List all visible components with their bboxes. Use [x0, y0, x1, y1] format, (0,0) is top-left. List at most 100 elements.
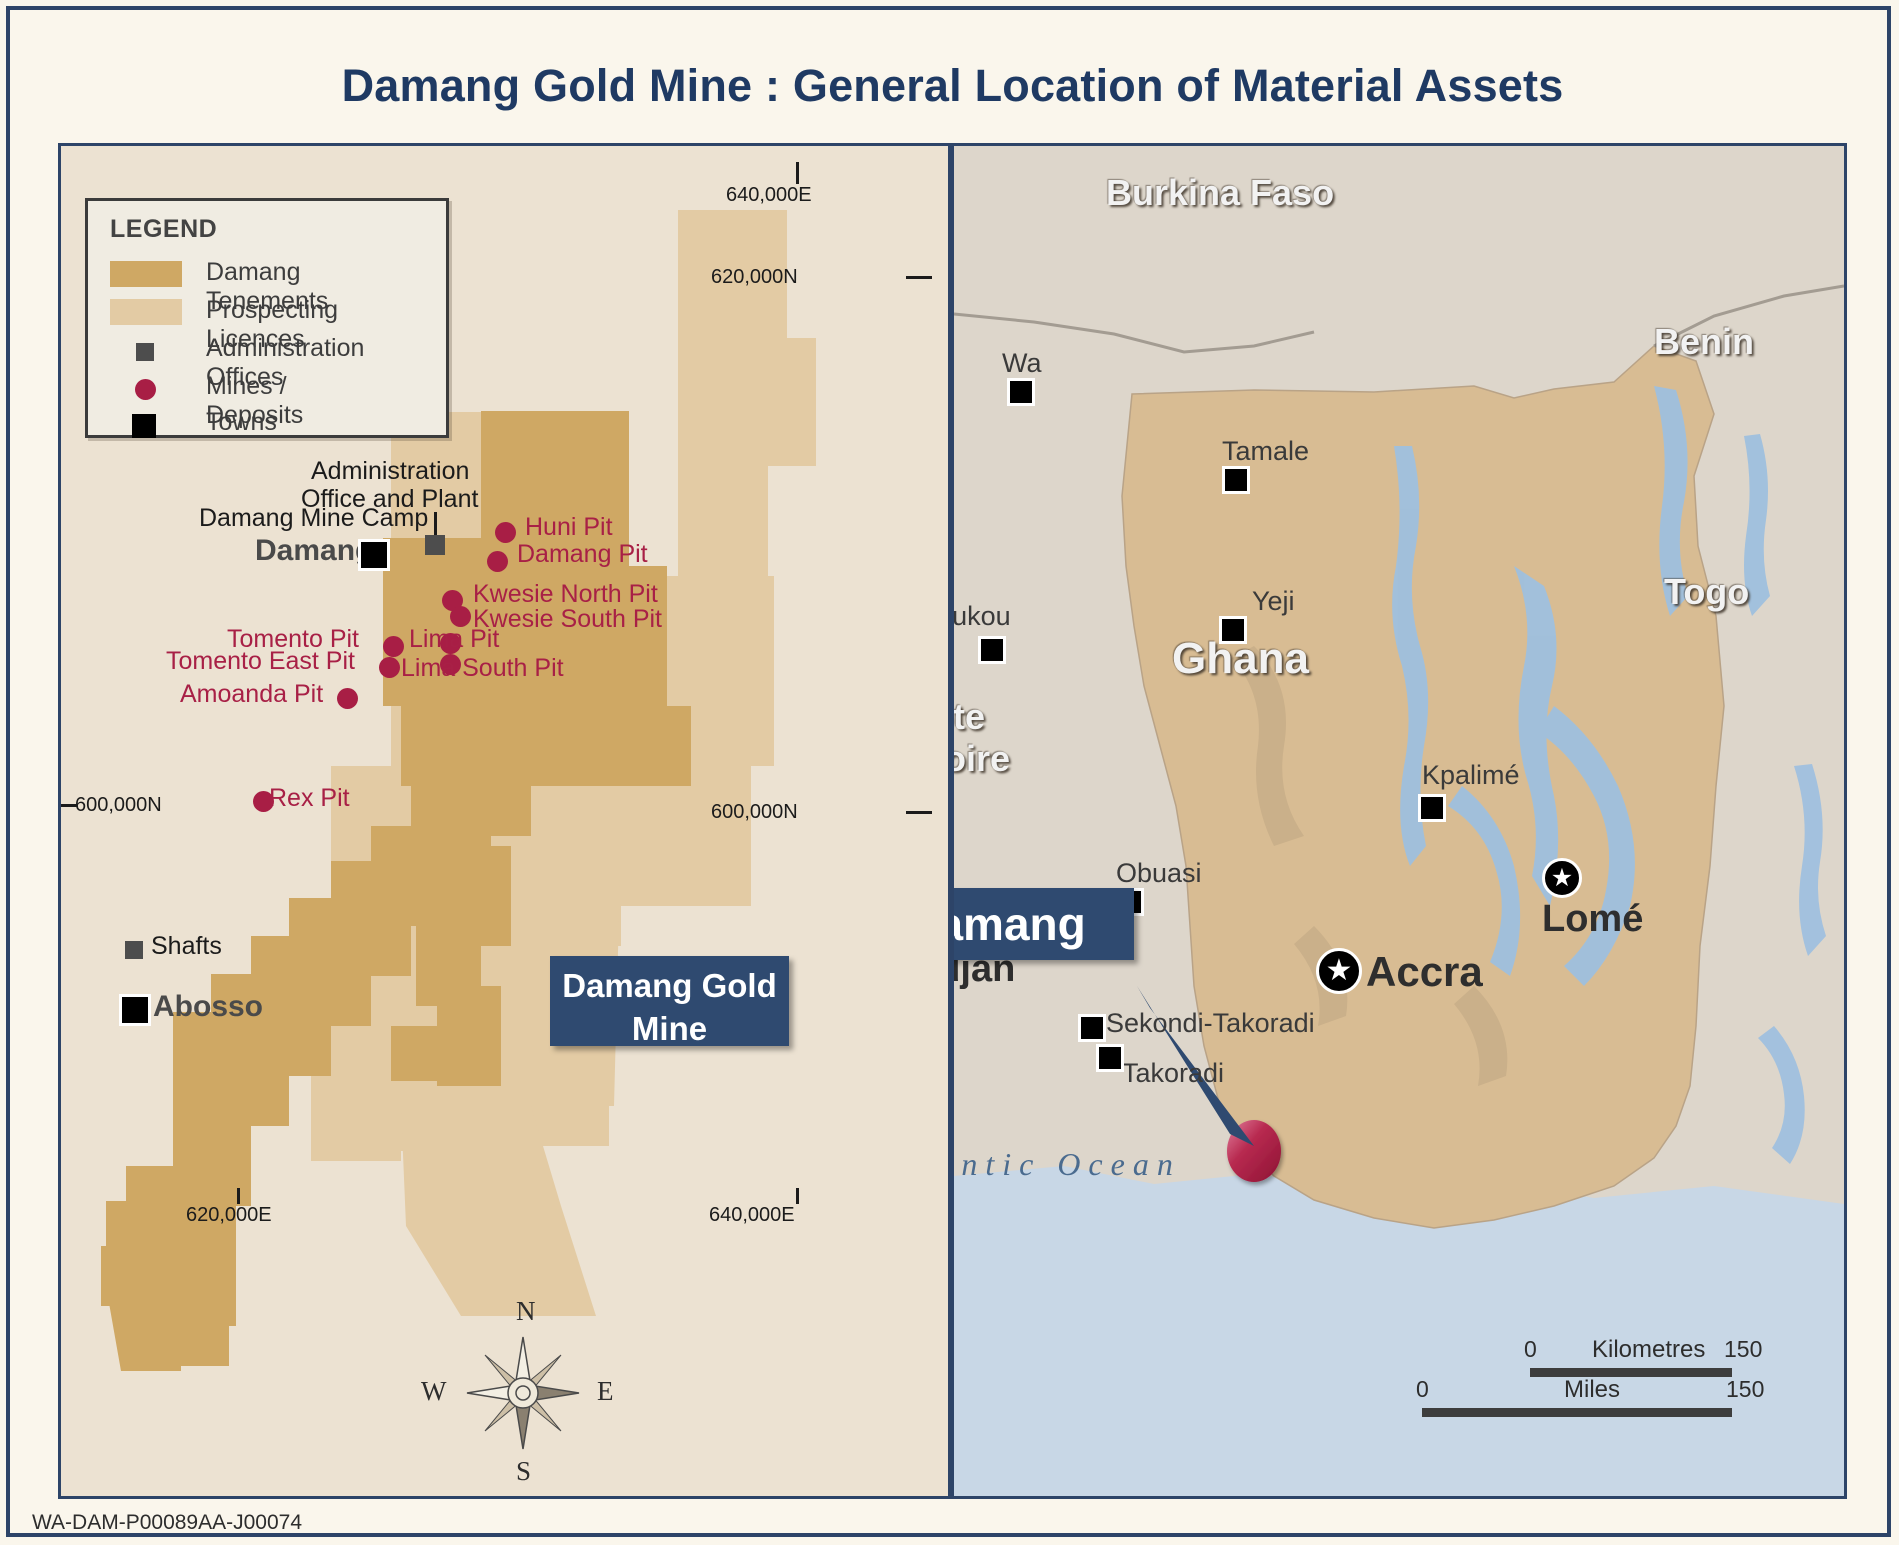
city-marker-sekondi-takoradi[interactable] [1078, 1014, 1106, 1042]
pit-marker-amoanda[interactable] [337, 688, 358, 709]
city-label-yeji: Yeji [1252, 586, 1295, 616]
label-rex-pit: Rex Pit [269, 784, 350, 812]
pit-marker-lima-south[interactable] [440, 654, 461, 675]
scale-min-label: 0 [1524, 1336, 1537, 1362]
city-marker-wa[interactable] [1007, 378, 1035, 406]
label-lima-pit: Lima Pit [409, 625, 500, 653]
ocean-label-atlantic: Atlantic Ocean [954, 1146, 1181, 1182]
admin-office-marker[interactable] [425, 535, 445, 555]
scale-max-label: 150 [1726, 1376, 1765, 1402]
country-label-cote-divoire: Cote [952, 696, 985, 737]
legend-label: Mines / Deposits [206, 372, 304, 429]
label-lima-south-pit: Lima South Pit [401, 654, 564, 682]
callout-line-1: Damang Gold [562, 967, 777, 1004]
scale-min-label: 0 [1416, 1376, 1429, 1402]
city-label-bondoukou: Bondoukou [952, 601, 1011, 631]
callout-damang[interactable]: Damang [954, 888, 1134, 960]
city-marker-kpalime[interactable] [1418, 794, 1446, 822]
city-label-sekondi-takoradi: Sekondi-Takoradi [1106, 1008, 1315, 1038]
document-reference: WA-DAM-P00089AA-J00074 [32, 1511, 303, 1534]
city-marker-yeji[interactable] [1219, 616, 1247, 644]
country-label-cote-divoire-line2: d’Ivoire [954, 738, 1011, 779]
city-label-lome: Lomé [1542, 898, 1644, 940]
mine-deposit-circle-icon [135, 379, 156, 400]
coord-label-600000N-right: 600,000N [711, 801, 798, 823]
label-tomento-pit: Tomento Pit [227, 625, 360, 653]
city-label-kpalime: Kpalimé [1422, 760, 1520, 790]
legend-box: LEGEND Damang Tenements Prospecting Lice… [85, 198, 449, 438]
pit-marker-tomento[interactable] [383, 636, 404, 657]
coord-label-620000N: 620,000N [711, 266, 798, 288]
pit-marker-kwesie-south[interactable] [450, 606, 471, 627]
compass-south-label: S [516, 1456, 532, 1486]
label-amoanda-pit: Amoanda Pit [180, 680, 324, 708]
grid-tick-bottom-left [237, 1188, 240, 1204]
pit-marker-tomento-east[interactable] [379, 657, 400, 678]
label-kwesie-north-pit: Kwesie North Pit [473, 580, 658, 608]
capital-marker-accra[interactable]: ★ [1316, 948, 1362, 994]
coord-label-620000E-bottom: 620,000E [186, 1204, 272, 1226]
city-label-takoradi: Takoradi [1122, 1058, 1225, 1088]
admin-office-square-icon [136, 343, 154, 361]
grid-tick-top [796, 162, 799, 184]
compass-east-label: E [597, 1376, 614, 1406]
right-map-panel[interactable]: Burkina Faso Benin Togo Ghana Cote d’Ivo… [951, 143, 1847, 1499]
label-damang-pit: Damang Pit [517, 540, 648, 568]
city-marker-tamale[interactable] [1222, 466, 1250, 494]
pit-marker-damang[interactable] [487, 551, 508, 572]
city-label-accra: Accra [1366, 948, 1483, 995]
country-label-benin: Benin [1654, 321, 1755, 362]
city-label-obuasi: Obuasi [1116, 858, 1202, 888]
town-marker-abosso[interactable] [119, 994, 151, 1026]
leader-line-admin-office [434, 512, 437, 540]
coord-label-640000E-top: 640,000E [726, 184, 812, 206]
town-marker-damang[interactable] [358, 539, 390, 571]
pit-marker-huni[interactable] [495, 522, 516, 543]
callout-line-2: Mine [631, 1010, 708, 1047]
city-marker-takoradi[interactable] [1096, 1044, 1124, 1072]
legend-label: Damang Tenements [206, 258, 329, 315]
scale-unit-label: Kilometres [1592, 1336, 1706, 1363]
callout-damang-label: Damang [954, 898, 1086, 950]
scale-unit-label: Miles [1564, 1376, 1621, 1403]
pit-marker-kwesie-north[interactable] [442, 590, 463, 611]
label-damang-town: Damang [255, 534, 374, 567]
tenement-polygons [101, 210, 816, 1371]
label-office-and-plant: Office and Plant [301, 485, 479, 513]
left-map-panel[interactable]: LEGEND Damang Tenements Prospecting Lice… [58, 143, 951, 1499]
label-huni-pit: Huni Pit [525, 513, 613, 541]
legend-label: Towns [206, 408, 277, 436]
scale-bar-line [1422, 1408, 1732, 1417]
legend-label: Prospecting Licences [206, 296, 339, 353]
pit-marker-lima[interactable] [440, 633, 461, 654]
label-kwesie-south-pit: Kwesie South Pit [473, 605, 662, 633]
datum-label: Datum : WGS84 UTM Zone 30N [319, 1496, 664, 1499]
callout-damang-gold-mine[interactable]: Damang Gold Mine [550, 956, 789, 1047]
country-label-togo: Togo [1664, 571, 1750, 612]
prospecting-swatch-icon [110, 299, 182, 325]
grid-tick-bottom-right [796, 1188, 799, 1204]
scale-bar-kilometres-right: 0 Kilometres 150 [1452, 1336, 1844, 1377]
grid-tick-left [61, 804, 77, 807]
pit-marker-rex[interactable] [253, 791, 274, 812]
shafts-marker[interactable] [125, 941, 143, 959]
coord-label-640000E-bottom: 640,000E [709, 1204, 795, 1226]
legend-title: LEGEND [110, 215, 218, 243]
compass-rose [461, 1331, 585, 1455]
compass-west-label: W [421, 1376, 447, 1406]
page-title: Damang Gold Mine : General Location of M… [341, 60, 1564, 111]
label-administration: Administration [311, 457, 470, 485]
label-tomento-east-pit: Tomento East Pit [166, 647, 355, 675]
grid-tick-right-upper [906, 276, 932, 279]
coord-label-600000N-left: 600,000N [75, 794, 162, 816]
town-square-icon [132, 414, 156, 438]
capital-marker-lome[interactable]: ★ [1542, 858, 1582, 898]
ghana-country-map [954, 146, 1844, 1496]
scale-max-label: 150 [1724, 1336, 1763, 1362]
city-label-tamale: Tamale [1222, 436, 1310, 466]
city-marker-bondoukou[interactable] [978, 636, 1006, 664]
compass-north-label: N [516, 1296, 536, 1326]
tenement-swatch-icon [110, 261, 182, 287]
label-shafts: Shafts [151, 932, 222, 960]
label-abosso: Abosso [153, 990, 264, 1023]
